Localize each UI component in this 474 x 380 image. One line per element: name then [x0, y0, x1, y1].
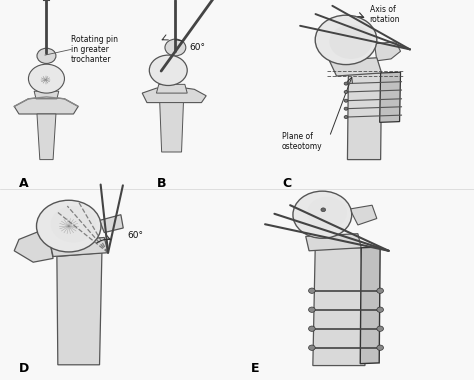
Polygon shape	[374, 42, 401, 61]
Text: 60°: 60°	[190, 43, 206, 52]
Circle shape	[344, 107, 348, 110]
Polygon shape	[350, 205, 377, 225]
Circle shape	[344, 90, 348, 93]
Text: B: B	[156, 177, 166, 190]
Polygon shape	[50, 238, 108, 256]
Polygon shape	[360, 247, 380, 364]
Circle shape	[149, 55, 187, 86]
Circle shape	[28, 64, 64, 93]
Circle shape	[293, 191, 352, 238]
Circle shape	[36, 200, 101, 252]
Circle shape	[315, 15, 377, 65]
Polygon shape	[380, 72, 401, 122]
Circle shape	[309, 288, 315, 293]
Circle shape	[344, 116, 348, 119]
Circle shape	[165, 39, 186, 56]
Text: A: A	[19, 177, 28, 190]
Circle shape	[377, 345, 383, 350]
Polygon shape	[156, 84, 187, 93]
Polygon shape	[329, 58, 382, 76]
Circle shape	[329, 25, 372, 59]
Polygon shape	[100, 215, 123, 233]
Text: Plane of
osteotomy: Plane of osteotomy	[282, 131, 323, 151]
Polygon shape	[14, 97, 78, 114]
Polygon shape	[34, 91, 59, 99]
Text: D: D	[19, 362, 29, 375]
Polygon shape	[306, 234, 361, 251]
Text: 60°: 60°	[127, 231, 143, 240]
Circle shape	[51, 206, 96, 242]
Polygon shape	[313, 248, 365, 366]
Circle shape	[309, 345, 315, 350]
Circle shape	[377, 307, 383, 312]
Text: E: E	[251, 362, 260, 375]
Polygon shape	[142, 87, 206, 103]
Circle shape	[377, 288, 383, 293]
Polygon shape	[37, 114, 56, 160]
Circle shape	[344, 99, 348, 102]
Polygon shape	[347, 73, 382, 160]
Circle shape	[344, 82, 348, 85]
Text: C: C	[282, 177, 291, 190]
Circle shape	[37, 48, 56, 63]
Polygon shape	[14, 232, 53, 262]
Circle shape	[309, 307, 315, 312]
Polygon shape	[57, 253, 102, 365]
Text: Axis of
rotation: Axis of rotation	[370, 5, 400, 24]
Text: Rotating pin
in greater
trochanter: Rotating pin in greater trochanter	[71, 35, 118, 64]
Circle shape	[321, 208, 326, 212]
Polygon shape	[160, 103, 183, 152]
Circle shape	[309, 326, 315, 331]
Circle shape	[377, 326, 383, 331]
Circle shape	[307, 197, 347, 229]
